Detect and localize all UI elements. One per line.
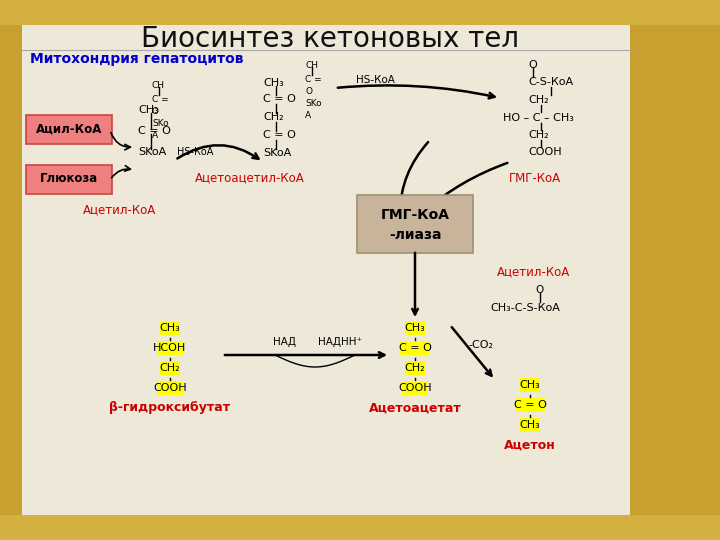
FancyBboxPatch shape bbox=[26, 115, 112, 144]
Bar bbox=[160, 321, 181, 335]
Bar bbox=[402, 381, 428, 395]
Text: COOH: COOH bbox=[153, 383, 186, 393]
Text: HO – C – CH₃: HO – C – CH₃ bbox=[503, 113, 574, 123]
Text: CH₃: CH₃ bbox=[405, 323, 426, 333]
FancyBboxPatch shape bbox=[357, 195, 473, 253]
Text: HS-КоА: HS-КоА bbox=[356, 75, 395, 85]
Bar bbox=[22, 25, 630, 515]
Text: O: O bbox=[536, 285, 544, 295]
Text: -CO₂: -CO₂ bbox=[468, 340, 493, 350]
Text: CH₃: CH₃ bbox=[160, 323, 181, 333]
Text: A: A bbox=[152, 131, 158, 139]
Text: C = O: C = O bbox=[263, 94, 296, 104]
Text: C =: C = bbox=[305, 75, 322, 84]
Text: CH₃: CH₃ bbox=[520, 420, 541, 430]
Text: Ацетоацетил-КоА: Ацетоацетил-КоА bbox=[195, 172, 305, 185]
Bar bbox=[520, 378, 541, 392]
Text: CH₂: CH₂ bbox=[528, 130, 549, 140]
Text: C = O: C = O bbox=[263, 130, 296, 140]
Bar bbox=[630, 0, 720, 540]
Text: HS-КоА: HS-КоА bbox=[177, 147, 213, 157]
Bar bbox=[520, 418, 541, 432]
Bar bbox=[405, 321, 426, 335]
Bar bbox=[157, 341, 183, 355]
Text: SKo: SKo bbox=[305, 98, 322, 107]
Bar bbox=[400, 341, 431, 355]
Bar bbox=[0, 0, 22, 540]
Text: C-S-КоА: C-S-КоА bbox=[528, 77, 573, 87]
Bar bbox=[157, 381, 183, 395]
Text: Ацетил-КоА: Ацетил-КоА bbox=[497, 266, 570, 279]
Text: CH₂: CH₂ bbox=[528, 95, 549, 105]
Text: Биосинтез кетоновых тел: Биосинтез кетоновых тел bbox=[141, 25, 519, 53]
Text: Глюкоза: Глюкоза bbox=[40, 172, 98, 186]
Text: Митохондрия гепатоцитов: Митохондрия гепатоцитов bbox=[30, 52, 243, 66]
Text: C = O: C = O bbox=[513, 400, 546, 410]
Text: CH₃: CH₃ bbox=[138, 105, 158, 115]
Text: C = O: C = O bbox=[399, 343, 431, 353]
Text: SKoA: SKoA bbox=[263, 148, 292, 158]
Text: CH₂: CH₂ bbox=[263, 112, 284, 122]
Bar bbox=[515, 398, 546, 412]
Text: Ацил-КоА: Ацил-КоА bbox=[36, 123, 102, 136]
Text: SKoA: SKoA bbox=[138, 147, 166, 157]
Bar bbox=[405, 361, 426, 375]
Text: CH₃: CH₃ bbox=[520, 380, 541, 390]
Text: CH₃: CH₃ bbox=[263, 78, 284, 88]
Text: CH: CH bbox=[152, 80, 165, 90]
Text: O: O bbox=[528, 60, 536, 70]
Text: НАДНН⁺: НАДНН⁺ bbox=[318, 337, 362, 347]
Text: НАД: НАД bbox=[274, 337, 297, 347]
Text: -лиаза: -лиаза bbox=[389, 228, 441, 242]
Text: O: O bbox=[305, 86, 312, 96]
Text: CH: CH bbox=[305, 60, 318, 70]
FancyBboxPatch shape bbox=[26, 165, 112, 194]
Text: CH₂: CH₂ bbox=[160, 363, 180, 373]
Text: A: A bbox=[305, 111, 311, 119]
Text: CH₂: CH₂ bbox=[405, 363, 426, 373]
Bar bbox=[160, 361, 181, 375]
Text: Ацетоацетат: Ацетоацетат bbox=[369, 402, 462, 415]
Bar bbox=[0, 0, 720, 25]
Text: β-гидроксибутат: β-гидроксибутат bbox=[109, 402, 230, 415]
Text: COOH: COOH bbox=[398, 383, 432, 393]
Text: O: O bbox=[152, 106, 159, 116]
Text: SKo: SKo bbox=[152, 118, 168, 127]
Text: Ацетон: Ацетон bbox=[504, 438, 556, 451]
Text: C =: C = bbox=[152, 94, 168, 104]
Text: CH₃-C-S-КоА: CH₃-C-S-КоА bbox=[490, 303, 560, 313]
Bar bbox=[0, 515, 720, 540]
Text: ГМГ-КоА: ГМГ-КоА bbox=[380, 208, 449, 222]
Text: C = O: C = O bbox=[138, 126, 171, 136]
Text: HCOH: HCOH bbox=[153, 343, 186, 353]
Text: ГМГ-КоА: ГМГ-КоА bbox=[509, 172, 561, 185]
Text: COOH: COOH bbox=[528, 147, 562, 157]
Text: Ацетил-КоА: Ацетил-КоА bbox=[84, 204, 157, 217]
